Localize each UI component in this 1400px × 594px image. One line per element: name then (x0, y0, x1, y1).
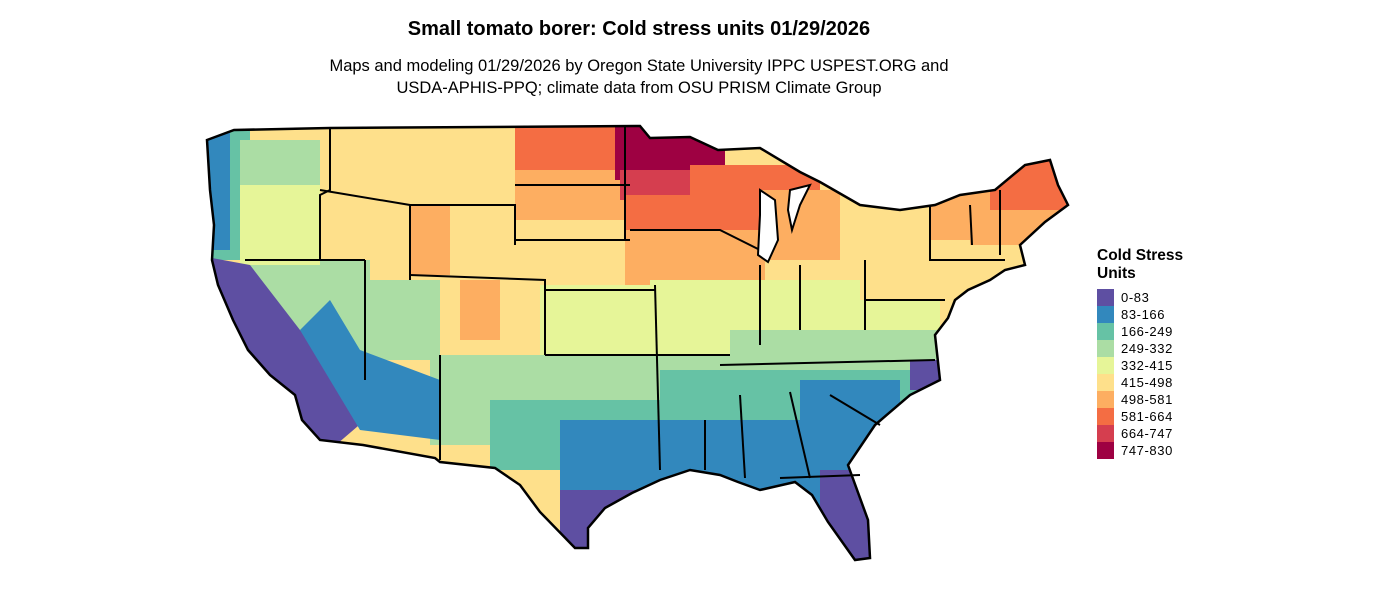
legend-label: 249-332 (1121, 341, 1173, 356)
legend-swatch (1097, 425, 1114, 442)
legend-item: 498-581 (1097, 391, 1217, 408)
legend-swatch (1097, 374, 1114, 391)
state-boundaries (245, 126, 1005, 479)
legend-item: 415-498 (1097, 374, 1217, 391)
legend-label: 166-249 (1121, 324, 1173, 339)
legend-label: 581-664 (1121, 409, 1173, 424)
great-lakes (756, 183, 812, 264)
legend-item: 332-415 (1097, 357, 1217, 374)
legend-swatch (1097, 408, 1114, 425)
legend: Cold Stress Units 0-83 83-166 166-249 249-3… (1097, 247, 1217, 459)
legend-label: 498-581 (1121, 392, 1173, 407)
legend-label: 747-830 (1121, 443, 1173, 458)
legend-swatch (1097, 289, 1114, 306)
map-fill-layer (207, 126, 1068, 560)
legend-swatch (1097, 340, 1114, 357)
legend-item: 249-332 (1097, 340, 1217, 357)
legend-label: 332-415 (1121, 358, 1173, 373)
legend-item: 664-747 (1097, 425, 1217, 442)
legend-swatch (1097, 306, 1114, 323)
legend-title: Cold Stress Units (1097, 247, 1184, 282)
legend-swatch (1097, 442, 1114, 459)
legend-swatch (1097, 357, 1114, 374)
legend-swatch (1097, 391, 1114, 408)
legend-item: 747-830 (1097, 442, 1217, 459)
legend-label: 83-166 (1121, 307, 1166, 322)
subtitle-line-2: USDA-APHIS-PPQ; climate data from OSU PR… (396, 79, 882, 97)
legend-item: 0-83 (1097, 289, 1217, 306)
legend-label: 0-83 (1121, 290, 1150, 305)
legend-swatch (1097, 323, 1114, 340)
subtitle-line-1: Maps and modeling 01/29/2026 by Oregon S… (329, 57, 949, 75)
legend-label: 664-747 (1121, 426, 1173, 441)
legend-item: 166-249 (1097, 323, 1217, 340)
map-subtitle: Maps and modeling 01/29/2026 by Oregon S… (0, 55, 1278, 99)
map-title: Small tomato borer: Cold stress units 01… (407, 18, 871, 40)
legend-item: 581-664 (1097, 408, 1217, 425)
legend-label: 415-498 (1121, 375, 1173, 390)
legend-items: 0-83 83-166 166-249 249-332 332-415 415-498 49… (1097, 289, 1217, 459)
legend-item: 83-166 (1097, 306, 1217, 323)
